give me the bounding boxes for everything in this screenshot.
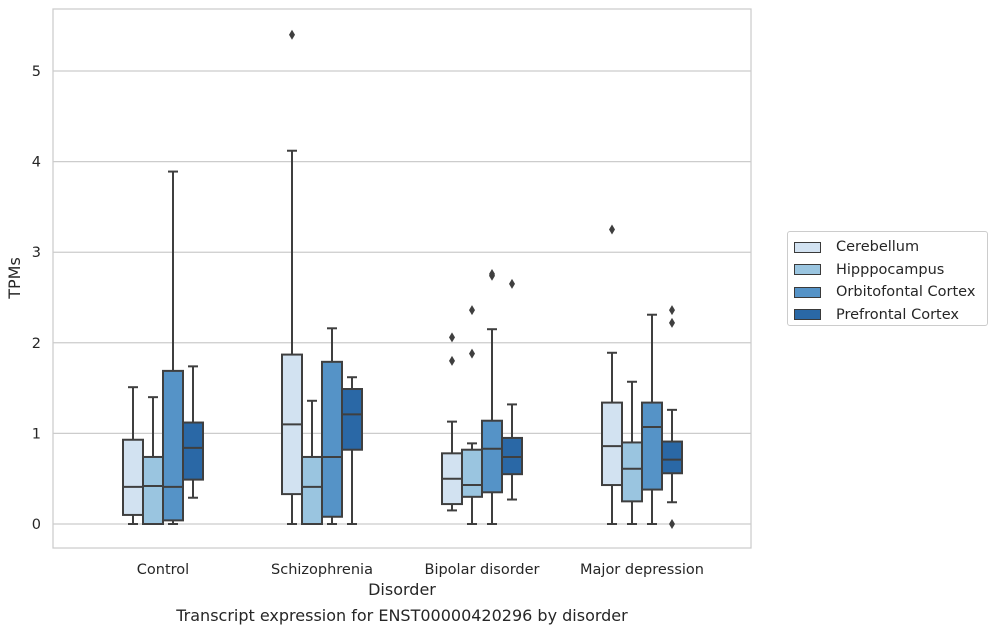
y-tick-label: 4 bbox=[32, 155, 41, 171]
box-iqr bbox=[341, 388, 363, 451]
box-iqr bbox=[641, 401, 663, 491]
outlier-point bbox=[289, 29, 295, 40]
box-cerebellum-major-depression bbox=[601, 224, 623, 525]
box-plots bbox=[122, 29, 683, 529]
x-tick-label: Control bbox=[137, 562, 189, 578]
box-iqr bbox=[142, 455, 164, 525]
box-prefrontal-cortex-major-depression bbox=[661, 305, 683, 529]
outlier-point bbox=[609, 224, 615, 235]
outlier-point bbox=[489, 268, 495, 279]
box-hipppocampus-major-depression bbox=[621, 380, 643, 525]
outlier-point bbox=[509, 278, 515, 289]
box-hipppocampus-control bbox=[142, 396, 164, 525]
box-iqr bbox=[182, 421, 204, 481]
x-tick-label: Schizophrenia bbox=[271, 562, 373, 578]
y-tick-label: 5 bbox=[32, 64, 41, 80]
outlier-point bbox=[449, 332, 455, 343]
x-tick-labels: Control Schizophrenia Bipolar disorder Majo… bbox=[137, 562, 704, 578]
box-iqr bbox=[122, 438, 144, 516]
legend-label: Orbitofontal Cortex bbox=[836, 284, 976, 301]
outlier-point bbox=[469, 348, 475, 359]
box-hipppocampus-bipolar-disorder bbox=[461, 305, 483, 525]
box-cerebellum-schizophrenia bbox=[281, 29, 303, 525]
plot-frame bbox=[52, 8, 752, 549]
legend-label: Prefrontal Cortex bbox=[836, 306, 959, 323]
box-cerebellum-bipolar-disorder bbox=[441, 332, 463, 512]
box-orbitofontal-cortex-bipolar-disorder bbox=[481, 268, 503, 525]
box-iqr bbox=[301, 455, 323, 525]
box-prefrontal-cortex-schizophrenia bbox=[341, 376, 363, 525]
box-iqr bbox=[162, 369, 184, 522]
outlier-point bbox=[449, 355, 455, 366]
y-tick-label: 1 bbox=[32, 426, 41, 442]
outlier-point bbox=[469, 305, 475, 316]
y-tick-label: 0 bbox=[32, 517, 41, 533]
figure-caption: Transcript expression for ENST0000042029… bbox=[176, 606, 628, 625]
box-iqr bbox=[461, 448, 483, 498]
box-prefrontal-cortex-control bbox=[182, 365, 204, 499]
legend-swatch bbox=[794, 241, 821, 253]
y-tick-label: 3 bbox=[32, 245, 41, 261]
outlier-point bbox=[669, 519, 675, 529]
legend-label: Cerebellum bbox=[836, 239, 920, 256]
box-prefrontal-cortex-bipolar-disorder bbox=[501, 278, 523, 501]
legend-item: Orbitofontal Cortex bbox=[794, 281, 987, 304]
box-cerebellum-control bbox=[122, 386, 144, 525]
x-axis-label: Disorder bbox=[368, 580, 436, 599]
x-tick-label: Bipolar disorder bbox=[425, 562, 540, 578]
outlier-point bbox=[669, 317, 675, 328]
outlier-point bbox=[669, 305, 675, 316]
legend-item: Hipppocampus bbox=[794, 259, 987, 282]
box-iqr bbox=[601, 401, 623, 487]
box-orbitofontal-cortex-control bbox=[162, 170, 184, 525]
box-hipppocampus-schizophrenia bbox=[301, 399, 323, 525]
y-tick-label: 2 bbox=[32, 336, 41, 352]
legend-item: Cerebellum bbox=[794, 236, 987, 259]
y-tick-labels: 0 1 2 3 4 5 bbox=[32, 64, 41, 533]
x-tick-label: Major depression bbox=[580, 562, 704, 578]
legend-swatch bbox=[794, 309, 821, 321]
box-orbitofontal-cortex-schizophrenia bbox=[321, 327, 343, 525]
y-axis-label: TPMs bbox=[5, 257, 24, 300]
legend-item: Prefrontal Cortex bbox=[794, 304, 987, 327]
legend: Cerebellum Hipppocampus Orbitofontal Corte… bbox=[787, 231, 988, 326]
legend-swatch bbox=[794, 264, 821, 276]
box-orbitofontal-cortex-major-depression bbox=[641, 313, 663, 525]
box-iqr bbox=[481, 419, 503, 494]
box-iqr bbox=[661, 440, 683, 475]
box-iqr bbox=[621, 441, 643, 503]
box-iqr bbox=[321, 360, 343, 518]
legend-label: Hipppocampus bbox=[836, 261, 945, 278]
legend-swatch bbox=[794, 286, 821, 298]
